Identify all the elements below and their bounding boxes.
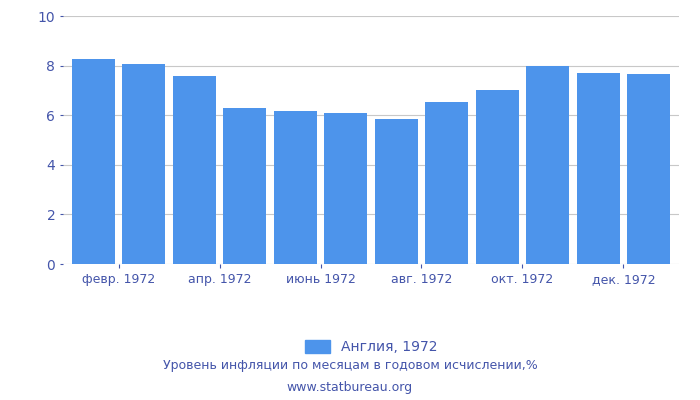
Bar (476, 90, 519, 264)
Bar (223, 108, 266, 264)
Bar (526, 66, 569, 264)
Bar (374, 119, 418, 264)
Text: Уровень инфляции по месяцам в годовом исчислении,%: Уровень инфляции по месяцам в годовом ис… (162, 360, 538, 372)
Bar (627, 74, 670, 264)
Bar (173, 76, 216, 264)
Bar (324, 113, 368, 264)
Bar (122, 64, 165, 264)
Bar (274, 112, 316, 264)
Bar (426, 102, 468, 264)
Text: www.statbureau.org: www.statbureau.org (287, 382, 413, 394)
Legend: Англия, 1972: Англия, 1972 (298, 333, 444, 361)
Bar (72, 59, 115, 264)
Bar (577, 73, 620, 264)
